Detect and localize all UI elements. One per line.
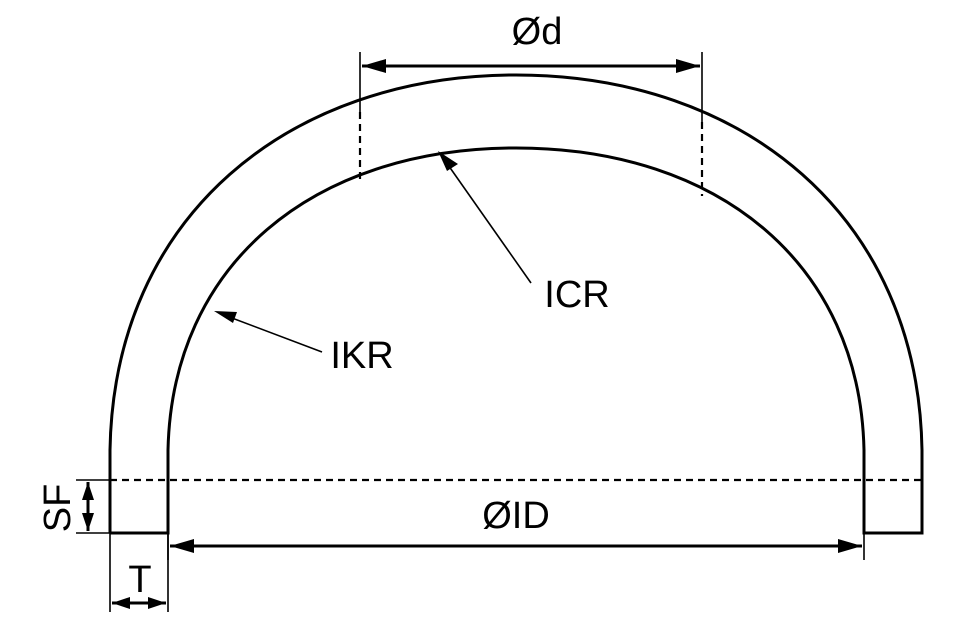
d-dimension	[359, 52, 703, 122]
t-arrow-right	[148, 597, 166, 609]
sf-label: SF	[37, 484, 79, 533]
ikr-leader-line	[223, 314, 323, 353]
inner-head-profile	[166, 146, 866, 478]
d-label: Ød	[512, 11, 563, 53]
left-flange-edge	[110, 478, 170, 535]
d-arrow-right	[676, 59, 700, 73]
id-label: ØID	[482, 495, 550, 537]
sf-arrow-top	[82, 482, 94, 500]
t-label: T	[128, 559, 151, 601]
d-arrow-left	[362, 59, 386, 73]
id-dimension	[167, 533, 865, 560]
t-arrow-left	[112, 597, 130, 609]
ikr-label: IKR	[330, 335, 393, 377]
ikr-leader	[214, 311, 323, 353]
ikr-leader-arrow	[214, 311, 237, 323]
icr-leader-arrow	[438, 151, 458, 171]
id-arrow-left	[170, 539, 194, 553]
icr-leader	[438, 151, 532, 284]
sf-arrow-bottom	[82, 513, 94, 531]
icr-leader-line	[445, 161, 532, 284]
t-dimension	[109, 533, 169, 612]
outer-head-profile	[108, 73, 924, 535]
sf-dimension	[76, 479, 110, 534]
id-arrow-right	[838, 539, 862, 553]
icr-label: ICR	[544, 274, 609, 316]
